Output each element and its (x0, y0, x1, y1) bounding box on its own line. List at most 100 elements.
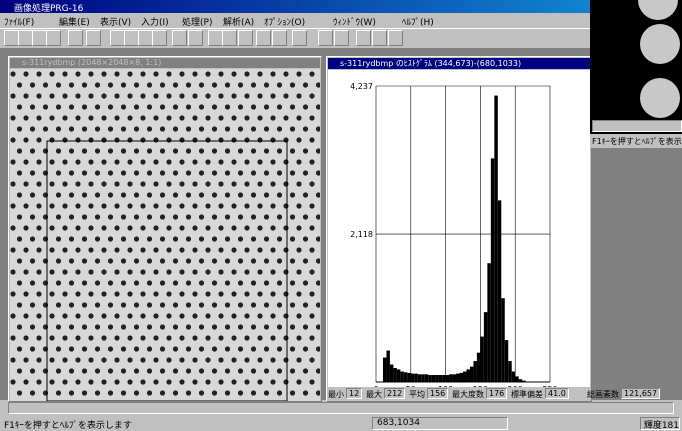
tool-button[interactable] (256, 30, 271, 46)
histogram-window: s-311rydbmp のﾋｽﾄｸﾞﾗﾑ (344,673)-(680,1033… (326, 56, 661, 402)
side-status: F1ｷｰを押すとﾍﾙﾌﾟを表示 (590, 134, 682, 148)
histogram-title-bar: s-311rydbmp のﾋｽﾄｸﾞﾗﾑ (344,673)-(680,1033… (328, 58, 590, 69)
histogram-bar (442, 375, 446, 382)
histogram-bar (449, 374, 453, 382)
tool-button[interactable] (356, 30, 371, 46)
tool-button[interactable] (272, 30, 287, 46)
stat-value: 41.0 (545, 388, 569, 399)
stat-value: 212 (384, 388, 406, 399)
menu-item[interactable]: ｳｨﾝﾄﾞｳ(W) (333, 18, 376, 28)
tool-button[interactable] (18, 30, 33, 46)
menu-item[interactable]: ﾍﾙﾌﾟ(H) (402, 18, 434, 28)
tool-button[interactable] (208, 30, 223, 46)
stat-value: 121,657 (621, 388, 661, 399)
stat-label: 最大度数 (452, 390, 484, 399)
stat-label: 平均 (409, 390, 425, 399)
menu-item[interactable]: 解析(A) (223, 18, 255, 28)
tool-button[interactable] (292, 30, 307, 46)
histogram-bar (463, 371, 467, 382)
menu-item[interactable]: 処理(P) (182, 18, 213, 28)
side-image (638, 0, 680, 118)
histogram-bar (480, 336, 484, 382)
tool-button[interactable] (172, 30, 187, 46)
status-help: F1ｷｰを押すとﾍﾙﾌﾟを表示します (4, 421, 132, 431)
histogram-bar (424, 374, 429, 382)
image-view (10, 69, 320, 401)
histogram-bar (501, 298, 505, 382)
menu-item[interactable]: 表示(V) (100, 18, 132, 28)
tool-button[interactable] (238, 30, 253, 46)
histogram-bar (508, 361, 512, 382)
histogram-bar (494, 95, 498, 382)
histogram-bar (407, 372, 411, 382)
status-bar: F1ｷｰを押すとﾍﾙﾌﾟを表示します 683,1034 輝度181 (0, 416, 682, 431)
histogram-bar (452, 374, 457, 382)
stat-value: 12 (346, 388, 363, 399)
tool-button[interactable] (334, 30, 349, 46)
histogram-title: s-311rydbmp のﾋｽﾄｸﾞﾗﾑ (344,673)-(680,1033… (340, 59, 522, 68)
histogram-bar (410, 373, 415, 382)
status-position: 683,1034 (372, 417, 508, 430)
histogram-bar (403, 372, 408, 382)
histogram-bar (417, 374, 422, 382)
y-tick-label: 4,237 (350, 82, 373, 91)
stat-label: 最大 (366, 390, 382, 399)
tool-button[interactable] (152, 30, 167, 46)
histogram-bar (435, 375, 439, 382)
x-tick-label: 50 (406, 385, 416, 387)
stat-value: 176 (486, 388, 508, 399)
histogram-bar (483, 312, 488, 382)
x-tick-label: 100 (438, 385, 453, 387)
histogram-bar (386, 350, 390, 382)
tool-button[interactable] (110, 30, 125, 46)
h-scrollbar (8, 402, 674, 414)
side-window: F1ｷｰを押すとﾍﾙﾌﾟを表示 (590, 0, 682, 148)
menu-item[interactable]: ﾌｧｲﾙ(F) (4, 18, 35, 28)
tool-button[interactable] (188, 30, 203, 46)
tool-button[interactable] (388, 30, 403, 46)
y-tick-label: 2,118 (350, 230, 373, 239)
histogram-bar (511, 371, 516, 382)
tool-button[interactable] (86, 30, 101, 46)
x-tick-label: 250 (542, 385, 557, 387)
histogram-bar (504, 340, 509, 382)
histogram-bar (393, 368, 397, 382)
histogram-bar (515, 376, 519, 382)
histogram-bar (518, 379, 523, 382)
histogram-bar (456, 373, 460, 382)
histogram-bar (400, 371, 404, 382)
tool-button[interactable] (318, 30, 333, 46)
stats-row: 最小 12 最大 212 平均 156 最大度数 176 標準偏差 41.0 総画素数 121,657 (328, 388, 661, 400)
tool-button[interactable] (372, 30, 387, 46)
selection (46, 140, 288, 401)
tool-button[interactable] (222, 30, 237, 46)
histogram-bar (497, 200, 502, 382)
stat-label: 総画素数 (587, 390, 619, 399)
side-scrollbar (592, 120, 682, 132)
stat-label: 標準偏差 (511, 390, 543, 399)
histogram-bar (473, 361, 477, 382)
stat-label: 最小 (328, 390, 344, 399)
plot-bg (328, 70, 590, 387)
menu-item[interactable]: 入力(I) (141, 18, 169, 28)
toolbar (0, 28, 682, 48)
tool-button[interactable] (46, 30, 61, 46)
tool-button[interactable] (68, 30, 83, 46)
tool-button[interactable] (32, 30, 47, 46)
tool-button[interactable] (138, 30, 153, 46)
status-brightness: 輝度181 (640, 417, 680, 431)
histogram-bar (466, 369, 470, 382)
menu-item[interactable]: 編集(E) (59, 18, 90, 28)
image (10, 69, 320, 401)
histogram-bar (469, 366, 474, 382)
tool-button[interactable] (4, 30, 19, 46)
menu-bar: ﾌｧｲﾙ(F) 編集(E) 表示(V) 入力(I) 処理(P) 解析(A) ｵﾌﾟｼｮﾝ(O… (0, 14, 590, 28)
image-title-bar: s-311rydbmp (2048×2048×8, 1:1) (10, 58, 320, 68)
x-tick-label: 200 (508, 385, 523, 387)
histogram-bar (459, 372, 463, 382)
menu-item[interactable]: ｵﾌﾟｼｮﾝ(O) (264, 18, 306, 28)
histogram: 2,118 4,237 0 50 100 150 200 250 (328, 70, 590, 387)
tool-button[interactable] (124, 30, 139, 46)
histogram-bar (428, 375, 432, 382)
histogram-bar (396, 369, 401, 382)
